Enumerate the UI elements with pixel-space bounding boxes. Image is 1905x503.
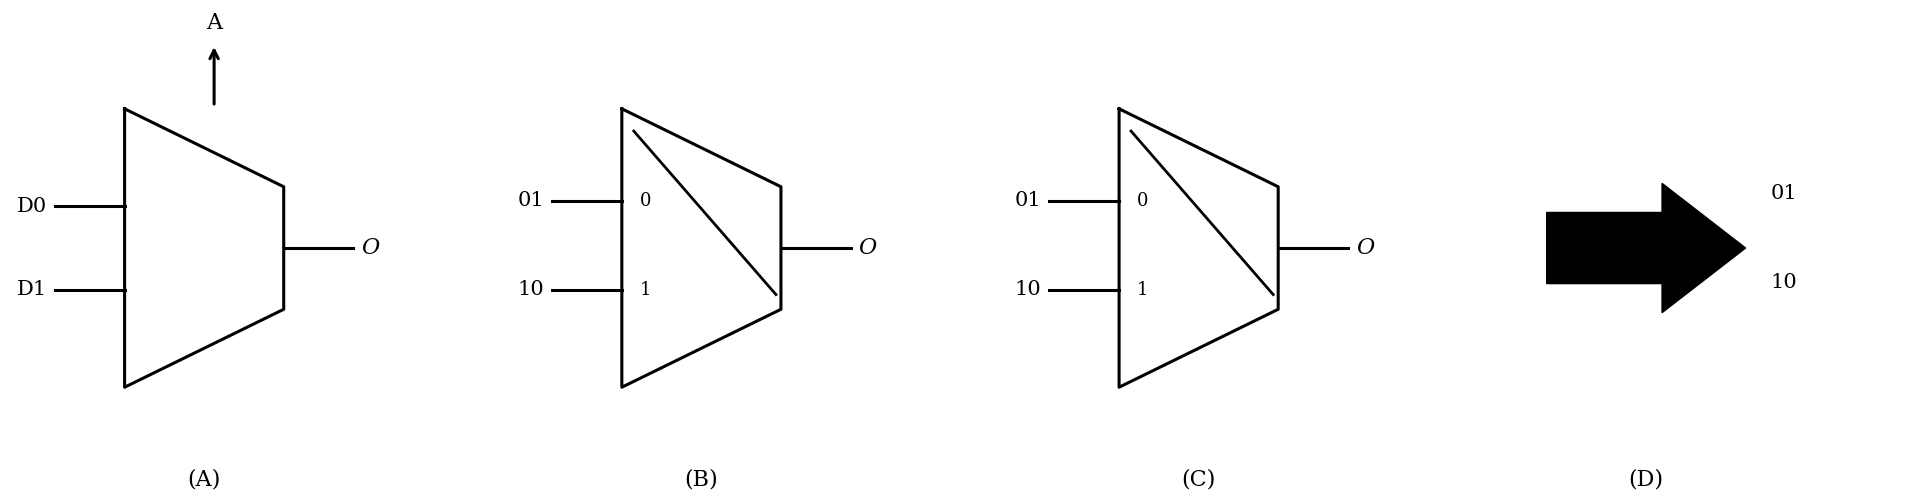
Text: 10: 10 <box>518 280 545 299</box>
Text: (A): (A) <box>187 469 221 491</box>
Text: (D): (D) <box>1627 469 1663 491</box>
Text: D1: D1 <box>17 280 48 299</box>
Text: (C): (C) <box>1181 469 1215 491</box>
Text: 0: 0 <box>640 192 652 210</box>
Text: 01: 01 <box>518 191 545 210</box>
Text: 0: 0 <box>1137 192 1149 210</box>
Text: 01: 01 <box>1013 191 1040 210</box>
Text: 1: 1 <box>640 281 652 299</box>
Text: (B): (B) <box>684 469 718 491</box>
Text: O: O <box>857 237 876 259</box>
Text: O: O <box>362 237 379 259</box>
Text: 01: 01 <box>1770 184 1796 203</box>
Text: A: A <box>206 12 223 34</box>
Text: O: O <box>1354 237 1374 259</box>
Text: 1: 1 <box>1137 281 1149 299</box>
Text: 10: 10 <box>1013 280 1040 299</box>
Text: D0: D0 <box>17 197 48 216</box>
FancyArrow shape <box>1545 184 1745 313</box>
Text: 10: 10 <box>1770 273 1796 292</box>
